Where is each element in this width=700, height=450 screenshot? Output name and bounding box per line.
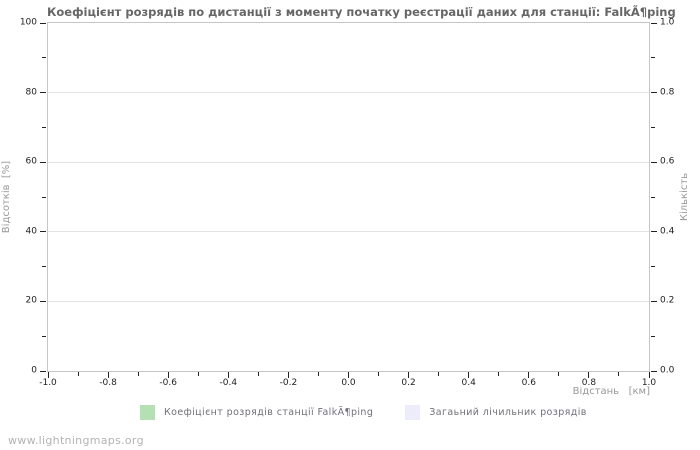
x-tick-label: -0.2	[279, 378, 298, 388]
x-tick	[107, 372, 109, 378]
y-left-tick	[40, 22, 46, 24]
y-right-minor-tick	[651, 126, 655, 128]
x-tick-label: 0.4	[461, 378, 476, 388]
gridline-y	[48, 161, 649, 163]
y-left-tick-label: 100	[19, 17, 37, 28]
legend-item: Загаьний лічильник розрядів	[405, 405, 586, 420]
x-minor-tick	[618, 372, 620, 376]
y-right-tick-label: 0.6	[660, 156, 675, 167]
x-tick-label: 1.0	[641, 378, 657, 388]
legend-swatch	[405, 405, 421, 420]
y-right-tick-label: 0.8	[660, 87, 675, 98]
y-right-minor-tick	[651, 57, 655, 59]
x-minor-tick	[77, 372, 79, 376]
watermark-link[interactable]: www.lightningmaps.org	[8, 434, 144, 447]
y-axis-left-label: Відсотків [%]	[1, 160, 12, 234]
x-tick-label: -0.8	[99, 378, 117, 388]
y-left-tick	[40, 231, 46, 233]
y-right-tick-label: 0.0	[660, 365, 675, 376]
y-left-tick	[40, 161, 46, 163]
x-minor-tick	[558, 372, 560, 376]
y-right-tick	[651, 92, 657, 94]
y-left-tick	[40, 92, 46, 94]
y-right-tick-label: 0.4	[660, 226, 675, 237]
y-left-minor-tick	[42, 266, 46, 268]
y-right-minor-tick	[651, 335, 655, 337]
y-left-tick	[40, 370, 46, 372]
gridline-y	[48, 231, 649, 233]
x-tick-label: 0.0	[341, 378, 356, 388]
y-left-tick-label: 80	[25, 87, 37, 98]
gridline-y	[48, 92, 649, 94]
x-minor-tick	[197, 372, 199, 376]
legend-swatch	[140, 405, 155, 420]
x-minor-tick	[498, 372, 500, 376]
y-right-tick	[651, 370, 657, 372]
x-tick	[468, 372, 470, 378]
x-axis-label: Відстань [км]	[572, 386, 650, 397]
y-right-minor-tick	[651, 266, 655, 268]
y-right-minor-tick	[651, 196, 655, 198]
y-left-tick-label: 0	[31, 365, 37, 376]
x-tick-label: 0.8	[581, 378, 597, 388]
x-tick	[47, 372, 49, 378]
y-left-minor-tick	[42, 57, 46, 59]
gridline-y	[48, 300, 649, 302]
y-right-tick	[651, 22, 657, 24]
x-tick	[408, 372, 410, 378]
x-minor-tick	[257, 372, 259, 376]
x-tick	[227, 372, 229, 378]
x-minor-tick	[317, 372, 319, 376]
x-tick	[528, 372, 530, 378]
chart-title: Коефіцієнт розрядів по дистанції з момен…	[47, 5, 676, 19]
legend: Коефіцієнт розрядів станції FalkÃ¶ping За…	[140, 405, 587, 420]
x-minor-tick	[438, 372, 440, 376]
y-left-tick-label: 40	[25, 226, 37, 237]
x-minor-tick	[137, 372, 139, 376]
y-right-tick-label: 1.0	[660, 17, 675, 28]
x-tick	[167, 372, 169, 378]
x-tick-label: -0.6	[159, 378, 177, 388]
y-axis-right-label: Кількість	[679, 172, 690, 222]
y-left-minor-tick	[42, 196, 46, 198]
y-right-tick-label: 0.2	[660, 295, 675, 306]
x-tick-label: -0.4	[219, 378, 238, 388]
y-right-tick	[651, 231, 657, 233]
y-left-minor-tick	[42, 335, 46, 337]
y-right-tick	[651, 300, 657, 302]
x-minor-tick	[378, 372, 380, 376]
x-tick-label: -1.0	[39, 378, 57, 388]
x-tick	[348, 372, 349, 378]
legend-item: Коефіцієнт розрядів станції FalkÃ¶ping	[140, 405, 373, 420]
x-tick	[648, 372, 650, 378]
y-left-minor-tick	[42, 126, 46, 128]
legend-label: Коефіцієнт розрядів станції FalkÃ¶ping	[164, 407, 374, 418]
x-tick-label: 0.6	[521, 378, 536, 388]
x-tick-label: 0.2	[401, 378, 416, 388]
y-left-tick-label: 20	[25, 295, 37, 306]
y-left-tick-label: 60	[25, 156, 37, 167]
x-tick	[588, 372, 590, 378]
y-left-tick	[40, 300, 46, 302]
plot-area: 0 20 40 60 80 100 0.0 0.2 0.4 0.6 0.8 1.0 -1.0 -0.8 -0…	[20, 18, 675, 388]
x-tick	[287, 372, 289, 378]
legend-label: Загаьний лічильник розрядів	[429, 407, 587, 418]
y-right-tick	[651, 161, 657, 163]
